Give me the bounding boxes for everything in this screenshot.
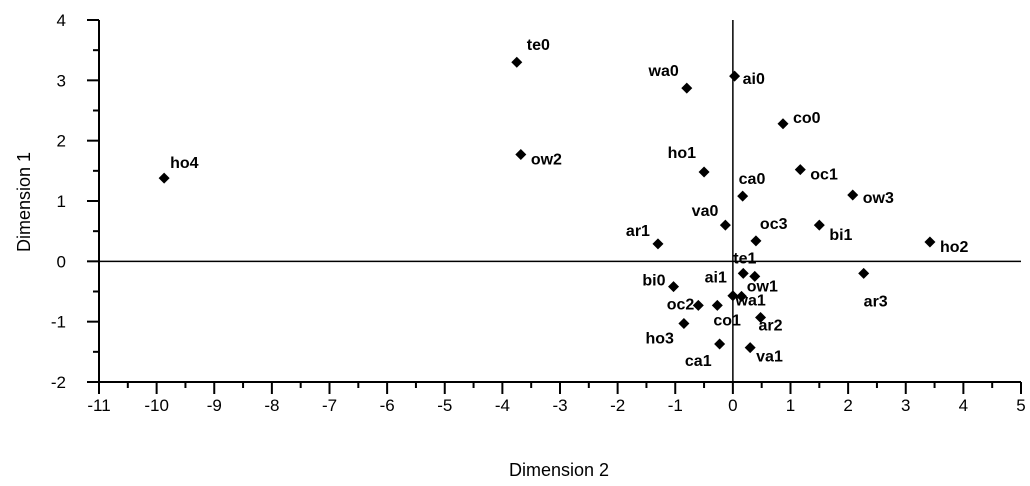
point-label-ca0: ca0 xyxy=(739,171,766,188)
data-point-ow2 xyxy=(515,149,527,161)
x-tick-label: 5 xyxy=(1016,396,1025,415)
point-label-ho2: ho2 xyxy=(940,239,969,256)
data-point-oc2 xyxy=(692,299,704,311)
point-label-te1: te1 xyxy=(733,250,756,267)
data-point-ar2 xyxy=(755,311,767,323)
data-point-ow3 xyxy=(847,189,859,201)
point-label-wa0: wa0 xyxy=(648,63,679,80)
y-axis-title: Dimension 1 xyxy=(14,152,34,252)
point-label-bi0: bi0 xyxy=(642,273,665,290)
data-point-bi1 xyxy=(813,219,825,231)
data-point-va0 xyxy=(719,219,731,231)
point-label-co1: co1 xyxy=(713,312,741,329)
point-label-ho3: ho3 xyxy=(645,330,674,347)
point-label-te0: te0 xyxy=(527,37,550,54)
x-axis-ticks: -11 -10 -9 -8 -7 -6 -5 -4 -3 -2 -1 0 1 2 3 4 5 xyxy=(87,382,1026,415)
data-point-oc1 xyxy=(794,164,806,176)
y-tick-label: -2 xyxy=(51,373,66,392)
point-label-ow2: ow2 xyxy=(531,152,562,169)
y-axis-ticks: -2 -1 0 1 2 3 4 xyxy=(51,11,99,392)
x-axis-title: Dimension 2 xyxy=(509,460,609,480)
x-tick-label: 2 xyxy=(843,396,852,415)
point-label-wa1: wa1 xyxy=(735,292,766,309)
data-points: te0 wa0 ai0 co0 ho4 ow2 ho1 oc1 ca0 ow3 va0 bi1 ar1 o… xyxy=(158,37,969,370)
data-point-te0 xyxy=(511,56,523,68)
data-point-va1 xyxy=(744,342,756,354)
x-tick-label: -10 xyxy=(144,396,169,415)
data-point-ho2 xyxy=(924,236,936,248)
point-label-co0: co0 xyxy=(793,110,821,127)
data-point-ho1 xyxy=(698,166,710,178)
data-point-ai1 xyxy=(727,290,739,302)
data-point-ai0 xyxy=(729,70,741,82)
y-tick-label: 2 xyxy=(57,132,66,151)
y-tick-label: 0 xyxy=(57,252,66,271)
data-point-wa0 xyxy=(681,82,693,94)
point-label-bi1: bi1 xyxy=(829,227,852,244)
data-point-ar1 xyxy=(652,238,664,250)
x-tick-label: -3 xyxy=(552,396,567,415)
point-label-ai1: ai1 xyxy=(705,270,727,287)
point-label-ar2: ar2 xyxy=(759,317,783,334)
x-tick-label: 4 xyxy=(959,396,968,415)
y-tick-label: -1 xyxy=(51,313,66,332)
point-label-ca1: ca1 xyxy=(685,353,712,370)
x-tick-label: -6 xyxy=(380,396,395,415)
y-tick-label: 1 xyxy=(57,192,66,211)
x-tick-label: -9 xyxy=(207,396,222,415)
point-label-oc3: oc3 xyxy=(760,216,788,233)
point-label-oc1: oc1 xyxy=(810,167,838,184)
point-label-ar3: ar3 xyxy=(864,293,888,310)
x-tick-label: 3 xyxy=(901,396,910,415)
data-point-oc3 xyxy=(750,235,762,247)
point-label-va1: va1 xyxy=(756,349,783,366)
point-label-ai0: ai0 xyxy=(743,71,765,88)
x-tick-label: -2 xyxy=(610,396,625,415)
data-point-co0 xyxy=(777,118,789,130)
point-label-ho4: ho4 xyxy=(170,155,199,172)
x-tick-label: -4 xyxy=(495,396,510,415)
point-label-va0: va0 xyxy=(692,203,719,220)
point-label-oc2: oc2 xyxy=(667,296,695,313)
point-label-ho1: ho1 xyxy=(668,145,697,162)
x-tick-label: 1 xyxy=(786,396,795,415)
y-tick-label: 3 xyxy=(57,71,66,90)
x-tick-label: -1 xyxy=(668,396,683,415)
point-label-ar1: ar1 xyxy=(626,223,650,240)
data-point-te1 xyxy=(737,267,749,279)
data-point-co1 xyxy=(711,299,723,311)
data-point-ow1 xyxy=(749,270,761,282)
x-tick-label: -7 xyxy=(322,396,337,415)
data-point-ar3 xyxy=(858,267,870,279)
data-point-ho3 xyxy=(678,317,690,329)
x-tick-label: -5 xyxy=(437,396,452,415)
data-point-bi0 xyxy=(668,281,680,293)
point-label-ow1: ow1 xyxy=(747,278,778,295)
data-point-wa1 xyxy=(736,290,748,302)
x-tick-label: -11 xyxy=(87,396,110,415)
x-tick-label: -8 xyxy=(264,396,279,415)
data-point-ho4 xyxy=(158,172,170,184)
data-point-ca1 xyxy=(714,338,726,350)
data-point-ca0 xyxy=(737,190,749,202)
x-tick-label: 0 xyxy=(728,396,737,415)
y-tick-label: 4 xyxy=(57,11,66,30)
point-label-ow3: ow3 xyxy=(863,190,894,207)
